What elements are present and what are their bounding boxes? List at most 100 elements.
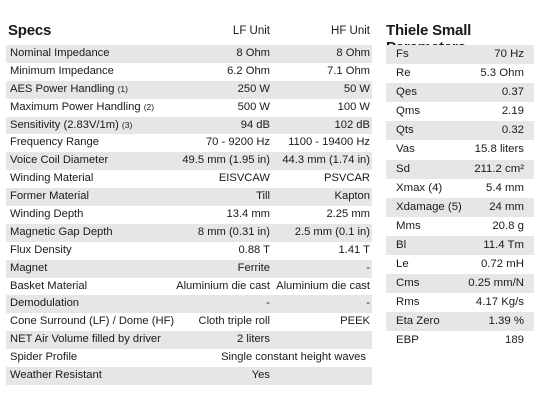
spec-label-text: Nominal Impedance [10, 47, 110, 59]
spec-row: Spider Profile Single constant height wav… [6, 349, 372, 367]
hf-unit-header: HF Unit [331, 25, 370, 37]
ts-value: 15.8 liters [474, 143, 524, 156]
spec-row: Frequency Range 70 - 9200 Hz 1100 - 19400 … [6, 134, 372, 152]
spec-lf-value: Till [256, 190, 270, 203]
ts-header: Thiele Small Parameters [386, 18, 534, 56]
spec-lf-value: 2 liters [237, 333, 270, 346]
ts-label: Rms [396, 296, 420, 309]
spec-label-text: Maximum Power Handling [10, 100, 141, 113]
spec-lf-value: 0.88 T [238, 243, 270, 256]
spec-label-text: Magnetic Gap Depth [10, 225, 113, 238]
spec-lf-value: Yes [251, 369, 270, 382]
spec-label: Winding Depth [10, 206, 83, 224]
ts-row: Qes 0.37 [386, 83, 534, 103]
spec-label-text: AES Power Handling [10, 82, 115, 95]
ts-row: Bl 11.4 Tm [386, 235, 534, 256]
spec-lf-value: 49.5 mm (1.95 in) [182, 154, 270, 167]
spec-label: Winding Material [10, 170, 93, 188]
spec-label: Voice Coil Diameter [10, 152, 108, 170]
ts-label: Re [396, 67, 411, 80]
spec-hf-value: Kapton [334, 190, 370, 203]
ts-rows: Fs 70 Hz Re 5.3 Ohm Qes 0.37 Qms 2.19 Qts 0.32 Vas… [386, 45, 534, 351]
spec-row: Nominal Impedance 8 Ohm 8 Ohm [6, 45, 372, 63]
spec-hf-value: 7.1 Ohm [327, 64, 370, 77]
spec-label-text: Winding Depth [10, 208, 84, 221]
spec-label-text: Spider Profile [10, 351, 78, 364]
spec-lf-value: Ferrite [237, 261, 270, 274]
ts-value: 211.2 cm² [474, 162, 524, 175]
spec-row: Winding Material EISVCAW PSVCAR [6, 170, 372, 188]
spec-lf-value: 13.4 mm [226, 208, 270, 221]
ts-label: Vas [396, 143, 415, 156]
ts-label: Qms [396, 105, 421, 118]
spec-label-text: Cone Surround (LF) / Dome (HF) [10, 315, 175, 328]
spec-hf-value: 102 dB [334, 118, 370, 131]
spec-lf-value: - [266, 297, 270, 310]
spec-label-text: Basket Material [10, 279, 88, 292]
ts-label: Mms [396, 219, 421, 232]
specs-header: Specs LF Unit HF Unit [6, 18, 372, 45]
specs-table: Specs LF Unit HF Unit Nominal Impedance 8… [6, 18, 372, 385]
spec-row: Sensitivity (2.83V/1m) (3) 94 dB 102 dB [6, 116, 372, 135]
spec-row: Basket Material Aluminium die cast Alumini… [6, 278, 372, 296]
spec-hf-value: - [366, 297, 370, 310]
lf-unit-header: LF Unit [232, 25, 270, 37]
spec-label: Basket Material [10, 278, 87, 296]
thiele-small-table: Thiele Small Parameters Fs 70 Hz Re 5.3 Ohm… [386, 18, 534, 351]
ts-value: 0.37 [501, 86, 524, 99]
ts-row: EBP 189 [386, 331, 534, 350]
spec-label: Flux Density [10, 242, 72, 260]
spec-label-text: Former Material [10, 190, 89, 203]
ts-label: EBP [396, 334, 419, 347]
spec-label: Weather Resistant [10, 367, 102, 385]
spec-label-text: Flux Density [10, 243, 72, 256]
ts-label: Bl [396, 238, 407, 251]
spec-row: Weather Resistant Yes [6, 367, 372, 385]
ts-label: Qts [396, 124, 414, 137]
spec-label: Former Material [10, 188, 89, 206]
spec-hf-value: Aluminium die cast [276, 279, 370, 292]
ts-value: 189 [504, 334, 524, 347]
specs-rows: Nominal Impedance 8 Ohm 8 Ohm Minimum Imped… [6, 45, 372, 385]
ts-value: 0.25 mm/N [468, 277, 524, 290]
spec-hf-value: 44.3 mm (1.74 in) [282, 154, 370, 167]
spec-label: Maximum Power Handling (2) [10, 99, 154, 117]
ts-value: 20.8 g [492, 219, 524, 232]
ts-label: Xmax (4) [396, 181, 443, 194]
spec-hf-value: 1100 - 19400 Hz [288, 136, 370, 149]
ts-row: Cms 0.25 mm/N [386, 274, 534, 294]
spec-row: Magnetic Gap Depth 8 mm (0.31 in) 2.5 mm (… [6, 223, 372, 242]
spec-label: Nominal Impedance [10, 45, 110, 63]
spec-row: Maximum Power Handling (2) 500 W 100 W [6, 99, 372, 117]
spec-lf-value: 8 Ohm [236, 47, 270, 59]
spec-label: Sensitivity (2.83V/1m) (3) [10, 117, 132, 135]
spec-row: Minimum Impedance 6.2 Ohm 7.1 Ohm [6, 63, 372, 81]
spec-hf-value: 2.25 mm [326, 208, 370, 221]
spec-row: AES Power Handling (1) 250 W 50 W [6, 80, 372, 99]
spec-value-wide: Single constant height waves [221, 351, 366, 364]
spec-label-text: Minimum Impedance [10, 64, 114, 77]
ts-row: Sd 211.2 cm² [386, 159, 534, 179]
ts-label: Qes [396, 86, 417, 99]
spec-lf-value: 70 - 9200 Hz [205, 136, 270, 149]
spec-row: Voice Coil Diameter 49.5 mm (1.95 in) 44.3… [6, 152, 372, 171]
spec-lf-value: 500 W [237, 100, 270, 113]
ts-row: Le 0.72 mH [386, 255, 534, 274]
spec-label-text: Voice Coil Diameter [10, 154, 109, 167]
ts-label: Fs [396, 48, 409, 60]
spec-hf-value: 50 W [343, 82, 370, 95]
ts-value: 5.4 mm [486, 181, 524, 194]
spec-label: Frequency Range [10, 134, 99, 152]
spec-label-text: Weather Resistant [10, 369, 102, 382]
spec-label-text: NET Air Volume filled by driver [10, 333, 161, 346]
spec-label-text: Magnet [10, 261, 48, 274]
spec-lf-value: 94 dB [240, 118, 270, 131]
ts-value: 4.17 Kg/s [475, 296, 524, 309]
spec-lf-value: 250 W [237, 82, 270, 95]
spec-label: Spider Profile [10, 349, 77, 367]
ts-row: Xmax (4) 5.4 mm [386, 179, 534, 198]
spec-footnote: (2) [143, 101, 155, 112]
ts-label: Sd [396, 162, 410, 175]
ts-row: Xdamage (5) 24 mm [386, 197, 534, 217]
spec-label: Minimum Impedance [10, 63, 114, 81]
